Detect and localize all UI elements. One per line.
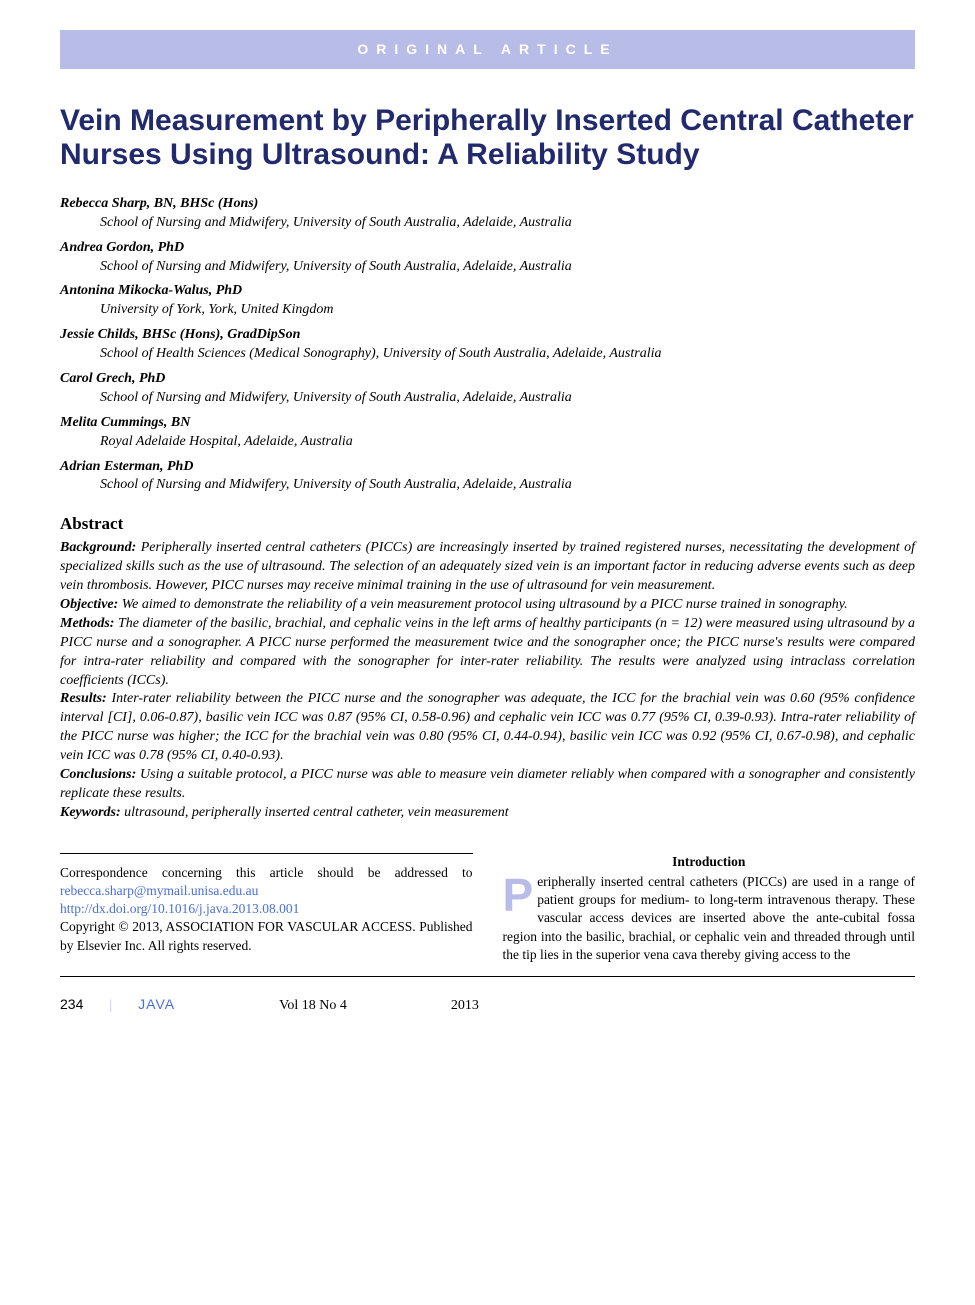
- abstract-text-keywords: ultrasound, peripherally inserted centra…: [121, 805, 509, 820]
- author-affiliation: School of Nursing and Midwifery, Univers…: [60, 389, 915, 408]
- journal-abbrev: JAVA: [138, 995, 175, 1014]
- author-block: Rebecca Sharp, BN, BHSc (Hons) School of…: [60, 195, 915, 233]
- introduction-heading: Introduction: [503, 853, 916, 871]
- footer-separator: |: [95, 997, 126, 1016]
- abstract-body: Background: Peripherally inserted centra…: [60, 539, 915, 822]
- author-affiliation: Royal Adelaide Hospital, Adelaide, Austr…: [60, 433, 915, 452]
- author-affiliation: School of Nursing and Midwifery, Univers…: [60, 476, 915, 495]
- introduction-text: eripherally inserted central catheters (…: [503, 874, 916, 962]
- abstract-label-methods: Methods:: [60, 616, 114, 631]
- correspondence-email-link[interactable]: rebecca.sharp@mymail.unisa.edu.au: [60, 883, 258, 898]
- correspondence-column: Correspondence concerning this article s…: [60, 853, 473, 964]
- correspondence-intro: Correspondence concerning this article s…: [60, 865, 473, 880]
- dropcap-letter: P: [503, 873, 538, 915]
- author-name: Adrian Esterman, PhD: [60, 459, 193, 474]
- author-name: Carol Grech, PhD: [60, 371, 165, 386]
- year: 2013: [451, 997, 479, 1016]
- abstract-text-results: Inter-rater reliability between the PICC…: [60, 691, 915, 763]
- author-block: Antonina Mikocka-Walus, PhD University o…: [60, 282, 915, 320]
- abstract-text-objective: We aimed to demonstrate the reliability …: [118, 597, 847, 612]
- author-name: Antonina Mikocka-Walus, PhD: [60, 283, 242, 298]
- author-block: Carol Grech, PhD School of Nursing and M…: [60, 370, 915, 408]
- author-affiliation: University of York, York, United Kingdom: [60, 301, 915, 320]
- author-block: Adrian Esterman, PhD School of Nursing a…: [60, 458, 915, 496]
- author-affiliation: School of Health Sciences (Medical Sonog…: [60, 345, 915, 364]
- abstract-text-methods: The diameter of the basilic, brachial, a…: [60, 616, 915, 688]
- article-type-label: ORIGINAL ARTICLE: [357, 41, 617, 57]
- bottom-columns: Correspondence concerning this article s…: [60, 853, 915, 977]
- authors-list: Rebecca Sharp, BN, BHSc (Hons) School of…: [60, 195, 915, 495]
- abstract-label-background: Background:: [60, 540, 136, 555]
- page-number: 234: [60, 995, 83, 1014]
- author-affiliation: School of Nursing and Midwifery, Univers…: [60, 258, 915, 277]
- author-block: Andrea Gordon, PhD School of Nursing and…: [60, 239, 915, 277]
- author-name: Jessie Childs, BHSc (Hons), GradDipSon: [60, 327, 300, 342]
- abstract-label-objective: Objective:: [60, 597, 118, 612]
- author-name: Melita Cummings, BN: [60, 415, 190, 430]
- abstract-label-conclusions: Conclusions:: [60, 767, 136, 782]
- author-block: Jessie Childs, BHSc (Hons), GradDipSon S…: [60, 326, 915, 364]
- abstract-heading: Abstract: [60, 513, 915, 536]
- article-title: Vein Measurement by Peripherally Inserte…: [60, 104, 915, 173]
- author-block: Melita Cummings, BN Royal Adelaide Hospi…: [60, 414, 915, 452]
- introduction-column: Introduction Peripherally inserted centr…: [503, 853, 916, 964]
- author-name: Rebecca Sharp, BN, BHSc (Hons): [60, 196, 258, 211]
- volume-issue: Vol 18 No 4: [279, 997, 347, 1016]
- abstract-text-background: Peripherally inserted central catheters …: [60, 540, 915, 593]
- introduction-body: Peripherally inserted central catheters …: [503, 873, 916, 964]
- copyright-text: Copyright © 2013, ASSOCIATION FOR VASCUL…: [60, 919, 473, 952]
- doi-link[interactable]: http://dx.doi.org/10.1016/j.java.2013.08…: [60, 901, 299, 916]
- abstract-label-keywords: Keywords:: [60, 805, 121, 820]
- author-name: Andrea Gordon, PhD: [60, 240, 184, 255]
- abstract-label-results: Results:: [60, 691, 107, 706]
- author-affiliation: School of Nursing and Midwifery, Univers…: [60, 214, 915, 233]
- article-type-banner: ORIGINAL ARTICLE: [60, 30, 915, 69]
- abstract-text-conclusions: Using a suitable protocol, a PICC nurse …: [60, 767, 915, 801]
- page-footer: 234 | JAVA Vol 18 No 4 2013: [60, 995, 915, 1016]
